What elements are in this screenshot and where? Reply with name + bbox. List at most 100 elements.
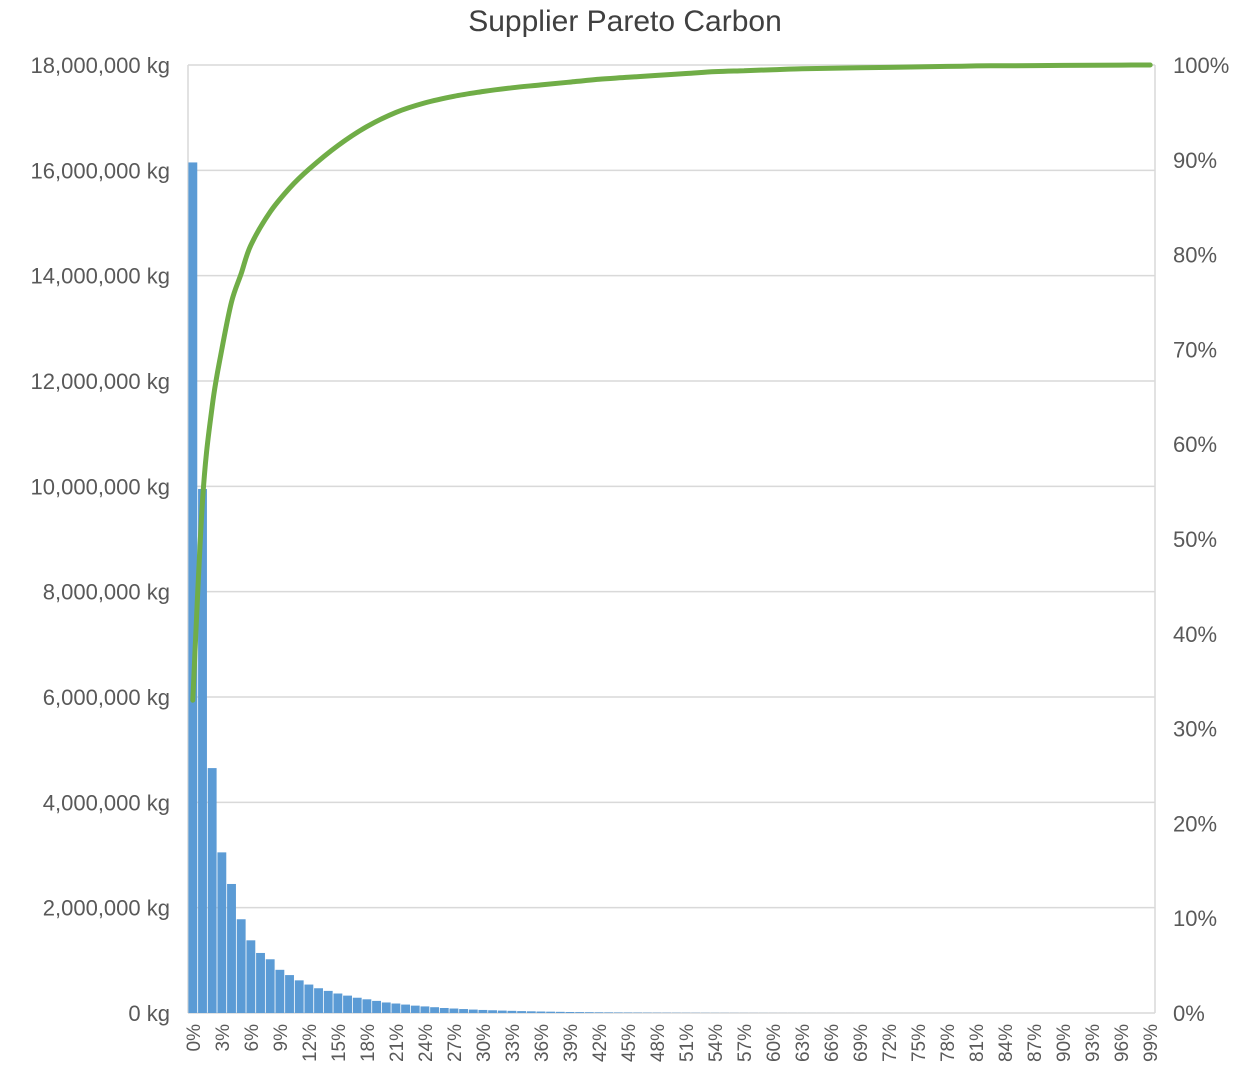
bar xyxy=(362,999,372,1013)
bar xyxy=(236,919,246,1013)
x-tick-label: 36% xyxy=(532,1024,553,1062)
x-tick-label: 66% xyxy=(822,1024,843,1062)
x-tick-label: 48% xyxy=(648,1024,669,1062)
x-tick-label: 72% xyxy=(880,1024,901,1062)
chart-title: Supplier Pareto Carbon xyxy=(468,5,782,38)
y2-tick-label: 10% xyxy=(1173,906,1217,931)
bar xyxy=(439,1007,449,1013)
bar xyxy=(207,768,217,1013)
x-tick-label: 39% xyxy=(561,1024,582,1062)
x-tick-label: 87% xyxy=(1025,1024,1046,1062)
y2-tick-label: 70% xyxy=(1173,337,1217,362)
bar xyxy=(565,1011,575,1013)
bar xyxy=(352,997,362,1013)
y2-tick-label: 40% xyxy=(1173,622,1217,647)
y-tick-label: 14,000,000 kg xyxy=(31,264,170,289)
y-tick-label: 12,000,000 kg xyxy=(31,369,170,394)
y-tick-label: 4,000,000 kg xyxy=(43,790,170,815)
y-tick-label: 6,000,000 kg xyxy=(43,685,170,710)
y-tick-label: 10,000,000 kg xyxy=(31,474,170,499)
bar xyxy=(285,975,294,1013)
x-tick-label: 75% xyxy=(909,1024,930,1062)
x-tick-label: 93% xyxy=(1083,1024,1104,1062)
x-tick-label: 81% xyxy=(967,1024,988,1062)
bar xyxy=(198,488,207,1013)
x-tick-label: 99% xyxy=(1141,1024,1162,1062)
x-tick-label: 30% xyxy=(474,1024,495,1062)
y-tick-label: 8,000,000 kg xyxy=(43,580,170,605)
bar xyxy=(468,1009,478,1013)
bar xyxy=(217,852,227,1013)
cumulative-line xyxy=(190,62,1153,703)
x-tick-label: 54% xyxy=(706,1024,727,1062)
y2-tick-label: 0% xyxy=(1173,1001,1205,1026)
x-tick-label: 0% xyxy=(184,1024,205,1052)
bar xyxy=(449,1008,459,1013)
x-tick-label: 24% xyxy=(416,1024,437,1062)
x-tick-label: 69% xyxy=(851,1024,872,1062)
x-tick-label: 12% xyxy=(300,1024,321,1062)
bar xyxy=(314,988,323,1013)
y-tick-label: 18,000,000 kg xyxy=(31,53,170,78)
x-tick-label: 21% xyxy=(387,1024,408,1062)
x-tick-label: 51% xyxy=(677,1024,698,1062)
y2-tick-label: 30% xyxy=(1173,717,1217,742)
bar xyxy=(372,1000,381,1013)
bar xyxy=(575,1012,585,1013)
bar xyxy=(459,1009,469,1013)
bar xyxy=(401,1004,411,1013)
bar xyxy=(275,969,285,1013)
bar xyxy=(584,1012,594,1013)
bar xyxy=(323,990,333,1013)
x-tick-label: 6% xyxy=(242,1024,263,1052)
bar xyxy=(613,1012,623,1013)
y2-tick-label: 20% xyxy=(1173,811,1217,836)
y2-tick-label: 50% xyxy=(1173,527,1217,552)
x-tick-label: 63% xyxy=(793,1024,814,1062)
x-tick-label: 27% xyxy=(445,1024,466,1062)
primary-y-axis: 0 kg 2,000,000 kg 4,000,000 kg 6,000,000 kg… xyxy=(31,53,170,1026)
bar xyxy=(555,1011,565,1013)
y2-tick-label: 90% xyxy=(1173,148,1217,173)
bar xyxy=(430,1007,440,1013)
bar xyxy=(526,1011,536,1013)
x-tick-label: 18% xyxy=(358,1024,379,1062)
bar xyxy=(410,1005,420,1013)
bar xyxy=(507,1010,517,1013)
bar xyxy=(265,959,275,1013)
bar xyxy=(294,980,304,1013)
y2-tick-label: 100% xyxy=(1173,53,1229,78)
x-tick-label: 84% xyxy=(996,1024,1017,1062)
x-tick-label: 45% xyxy=(619,1024,640,1062)
bar xyxy=(478,1009,488,1013)
bar xyxy=(304,984,314,1013)
cumulative-line-series xyxy=(190,62,1153,703)
bar-series xyxy=(188,162,1155,1013)
x-tick-label: 60% xyxy=(764,1024,785,1062)
bar xyxy=(333,993,343,1013)
x-tick-label: 78% xyxy=(938,1024,959,1062)
x-axis: 0% 3% 6% 9% 12% 15% 18% 21% 24% 27% 30% 33% 36% 39% 42… xyxy=(184,1024,1162,1062)
y2-tick-label: 60% xyxy=(1173,432,1217,457)
x-tick-label: 33% xyxy=(503,1024,524,1062)
bar xyxy=(246,940,256,1013)
x-tick-label: 3% xyxy=(213,1024,234,1052)
bar xyxy=(343,995,352,1013)
x-tick-label: 42% xyxy=(590,1024,611,1062)
x-tick-label: 15% xyxy=(329,1024,350,1062)
bar xyxy=(391,1003,401,1013)
bar xyxy=(488,1010,498,1013)
bar xyxy=(536,1011,546,1013)
secondary-y-axis: 0% 10% 20% 30% 40% 50% 60% 70% 80% 90% 100% xyxy=(1173,53,1229,1026)
bar xyxy=(227,883,236,1013)
y-tick-label: 16,000,000 kg xyxy=(31,158,170,183)
x-tick-label: 96% xyxy=(1112,1024,1133,1062)
x-tick-label: 57% xyxy=(735,1024,756,1062)
bar xyxy=(604,1012,614,1013)
y-tick-label: 2,000,000 kg xyxy=(43,896,170,921)
gridlines xyxy=(187,64,1156,1014)
bar xyxy=(497,1010,507,1013)
bar xyxy=(188,162,198,1013)
bar xyxy=(256,952,265,1013)
